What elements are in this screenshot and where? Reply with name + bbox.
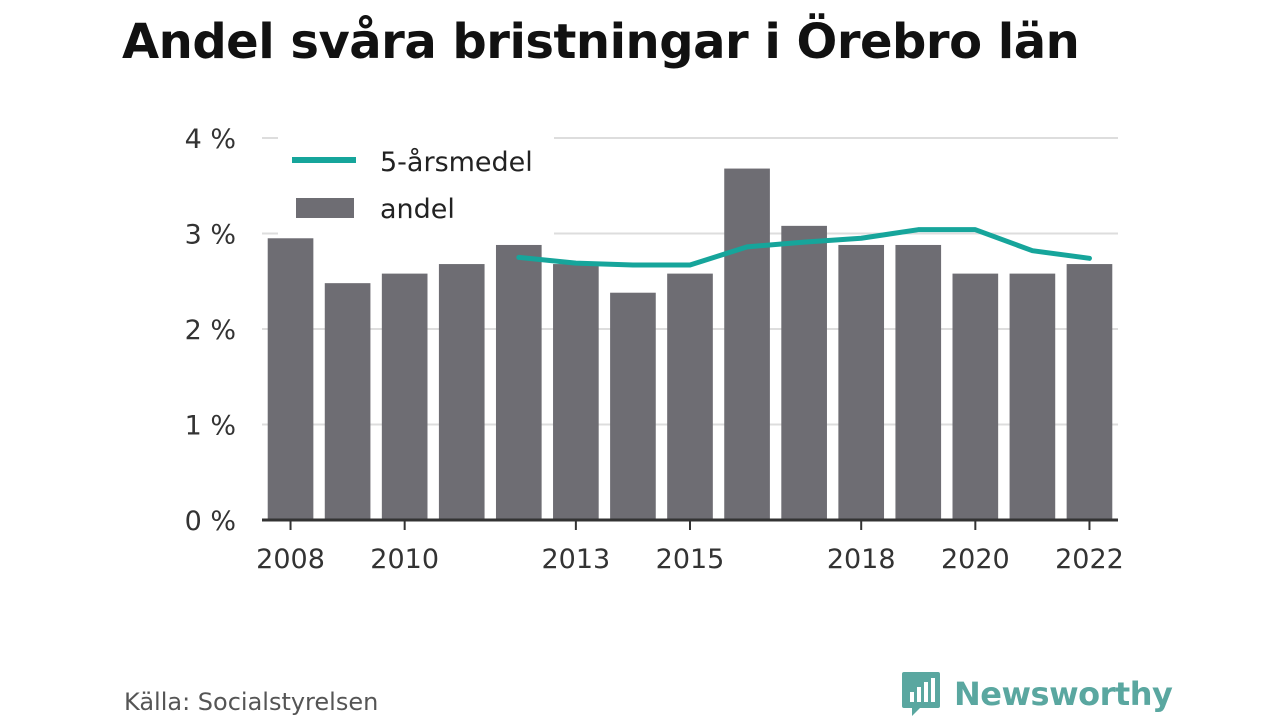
x-tick-label: 2015 (656, 544, 725, 575)
bar-2018 (838, 244, 885, 520)
y-tick-label: 2 % (185, 315, 236, 346)
legend-background (278, 136, 554, 236)
series-line-5-arsmedel (516, 227, 1092, 268)
bar-2020 (952, 273, 999, 520)
x-tick-label: 2013 (542, 544, 611, 575)
bar-2016 (724, 168, 770, 520)
newsworthy-logo-icon (902, 672, 940, 716)
bar-2022 (1066, 264, 1113, 520)
y-tick-label: 3 % (185, 220, 236, 251)
bar-2013 (553, 264, 599, 520)
bar-2008 (267, 238, 314, 520)
legend-label-andel: andel (380, 194, 455, 225)
brand-logo: Newsworthy (900, 670, 1173, 718)
brand-name: Newsworthy (954, 675, 1173, 713)
x-tick-label: 2010 (370, 544, 439, 575)
x-tick-label: 2022 (1055, 544, 1124, 575)
bar-2009 (324, 283, 371, 520)
axes: 0 % 1 % 2 % 3 % 4 % 2008 2010 2013 2015 2018 2020 2… (185, 124, 1124, 575)
legend: 5-årsmedel andel (278, 136, 554, 236)
chart-title: Andel svåra bristningar i Örebro län (122, 14, 1080, 70)
bar-2019 (895, 244, 942, 520)
y-tick-label: 4 % (185, 124, 236, 155)
moving-average-layer (516, 227, 1092, 268)
source-note: Källa: Socialstyrelsen (124, 688, 379, 716)
legend-label-5-arsmedel: 5-årsmedel (380, 147, 533, 178)
bar-2010 (381, 273, 428, 520)
x-tick-label: 2018 (827, 544, 896, 575)
x-tick-label: 2008 (256, 544, 325, 575)
legend-swatch-bar (296, 198, 354, 218)
bar-2012 (495, 244, 542, 520)
x-tick-label: 2020 (941, 544, 1010, 575)
bar-2021 (1009, 273, 1056, 520)
y-tick-label: 1 % (185, 411, 236, 442)
y-tick-label: 0 % (185, 506, 236, 537)
bars (267, 168, 1113, 521)
bar-2017 (781, 225, 827, 521)
bar-2011 (438, 264, 485, 520)
bar-2015 (667, 273, 713, 520)
bar-2014 (610, 292, 656, 520)
